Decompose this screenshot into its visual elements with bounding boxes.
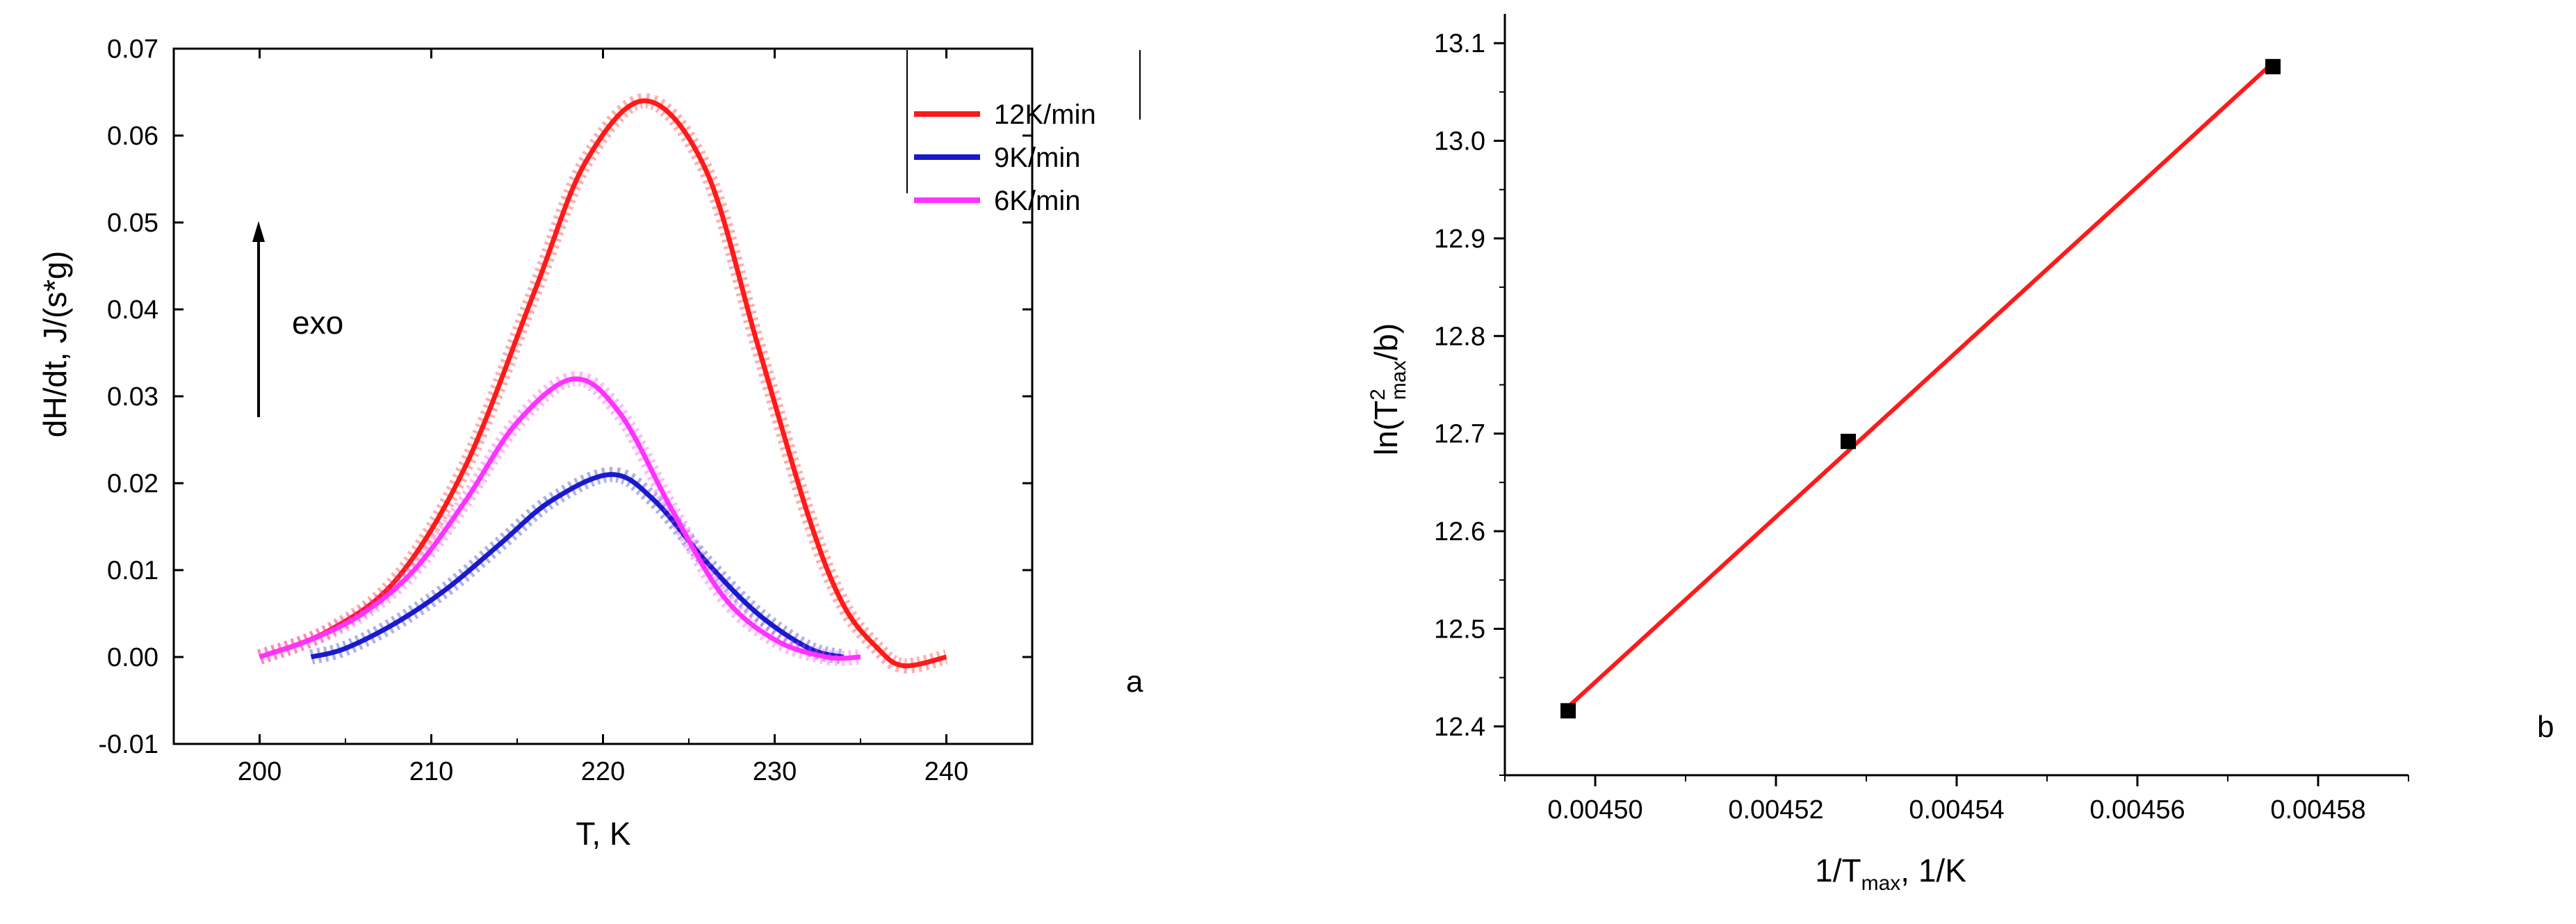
plot-a-series xyxy=(256,93,949,674)
legend-label-2: 6K/min xyxy=(994,186,1081,216)
plot-b-x-title-tail: , 1/K xyxy=(1900,852,1966,889)
plot-a-x-axis-title: T, K xyxy=(576,816,631,852)
exo-label: exo xyxy=(292,305,343,341)
exo-arrow-head xyxy=(252,221,265,242)
exo-annotation: exo xyxy=(252,221,343,417)
plot-b-y-title-sup: 2 xyxy=(1367,389,1389,400)
plot-b-y-title-head: ln(T xyxy=(1368,400,1404,455)
y-tick-label-b-0: 12.4 xyxy=(1434,713,1485,742)
y-tick-label-a-4: 0.03 xyxy=(107,382,158,412)
chart-panel-a: 200 210 220 230 240 -0.01 0.00 0.01 0.02 0.03 0.04… xyxy=(37,35,1143,852)
plot-b-y-title-tail: /b) xyxy=(1368,323,1404,361)
y-tick-label-b-7: 13.1 xyxy=(1434,29,1485,58)
y-tick-label-a-8: 0.07 xyxy=(107,35,158,64)
data-point-1 xyxy=(1841,433,1856,449)
legend-label-1: 9K/min xyxy=(994,143,1081,173)
x-tick-label-a-0: 200 xyxy=(238,757,282,786)
plot-b-x-title-sub: max xyxy=(1861,872,1901,895)
plot-b-y-axis-title: ln(T2max/b) xyxy=(1367,323,1410,455)
plot-b-x-title-main: 1/T xyxy=(1815,852,1861,889)
series-line-1 xyxy=(310,472,845,660)
y-tick-label-a-5: 0.04 xyxy=(107,295,158,325)
plot-b-y-title-sub: max xyxy=(1387,361,1410,400)
series-line-2 xyxy=(259,376,861,661)
data-point-0 xyxy=(1560,703,1576,719)
fit-line xyxy=(1566,60,2275,708)
y-tick-label-b-1: 12.5 xyxy=(1434,615,1485,644)
series-line-0 xyxy=(259,98,947,669)
y-tick-label-a-3: 0.02 xyxy=(107,469,158,499)
y-tick-label-a-6: 0.05 xyxy=(107,209,158,238)
x-tick-label-a-3: 230 xyxy=(753,757,797,786)
plot-a-ticks: 200 210 220 230 240 -0.01 0.00 0.01 0.02 0.03 0.04… xyxy=(98,35,1033,786)
data-point-2 xyxy=(2265,58,2281,74)
x-tick-label-b-2: 0.00454 xyxy=(1909,795,2004,825)
plot-b-ticks: 0.00450 0.00452 0.00454 0.00456 0.00458 12.4 1… xyxy=(1434,29,2409,825)
y-tick-label-a-0: -0.01 xyxy=(98,730,158,759)
series-band-2 xyxy=(256,371,861,666)
y-tick-label-a-1: 0.00 xyxy=(107,643,158,672)
y-tick-label-a-2: 0.01 xyxy=(107,556,158,585)
x-tick-label-b-3: 0.00456 xyxy=(2089,795,2185,825)
panel-a-tag: a xyxy=(1126,665,1143,699)
x-tick-label-b-4: 0.00458 xyxy=(2270,795,2365,825)
plot-a-legend: 12K/min 9K/min 6K/min xyxy=(906,50,1141,216)
plot-b-x-axis-title: 1/Tmax, 1/K xyxy=(1815,852,1966,895)
chart-panel-b: 0.00450 0.00452 0.00454 0.00456 0.00458 12.4 1… xyxy=(1367,14,2554,895)
plot-b-points xyxy=(1560,58,2281,719)
legend-label-0: 12K/min xyxy=(994,99,1096,130)
y-tick-label-b-2: 12.6 xyxy=(1434,517,1485,546)
y-tick-label-a-7: 0.06 xyxy=(107,122,158,151)
x-tick-label-b-0: 0.00450 xyxy=(1547,795,1642,825)
x-tick-label-a-1: 210 xyxy=(409,757,453,786)
y-tick-label-b-6: 13.0 xyxy=(1434,127,1485,156)
y-tick-label-b-5: 12.9 xyxy=(1434,225,1485,254)
y-tick-label-b-4: 12.8 xyxy=(1434,322,1485,351)
plot-a-y-axis-title: dH/dt, J/(s*g) xyxy=(37,251,73,437)
x-tick-label-b-1: 0.00452 xyxy=(1728,795,1823,825)
plot-b-fit xyxy=(1566,60,2275,708)
plot-b-axes xyxy=(1503,14,2408,777)
x-tick-label-a-2: 220 xyxy=(581,757,625,786)
panel-b-tag: b xyxy=(2537,710,2554,744)
x-tick-label-a-4: 240 xyxy=(924,757,968,786)
y-tick-label-b-3: 12.7 xyxy=(1434,420,1485,449)
series-band-1 xyxy=(309,467,845,665)
